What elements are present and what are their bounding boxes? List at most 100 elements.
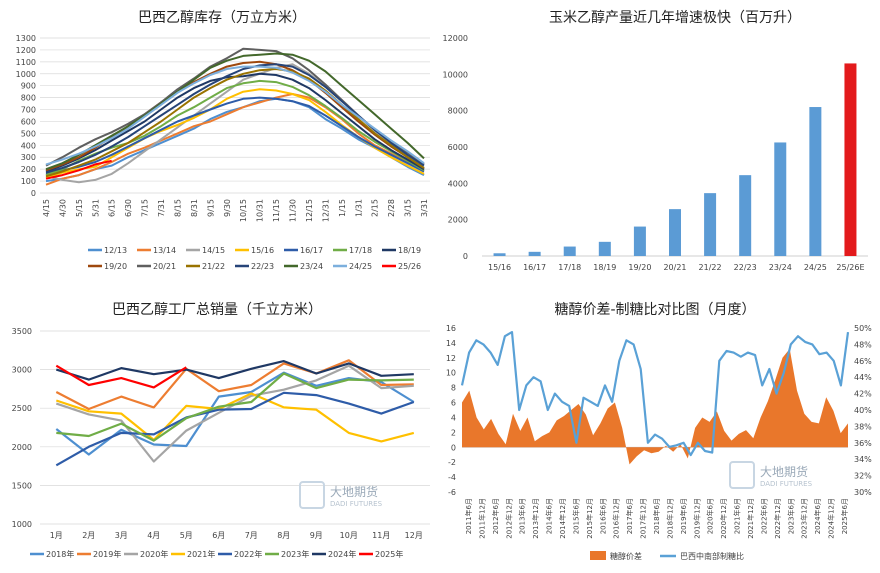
chart-title: 糖醇价差-制糖比对比图（月度） (554, 301, 755, 318)
x-tick-label: 1/31 (354, 199, 363, 217)
x-tick-label: 2025年6月 (840, 498, 849, 534)
series-area-sugar-ethanol-spread (462, 348, 848, 465)
x-tick-label: 11/15 (272, 199, 281, 222)
watermark-logo (729, 461, 755, 489)
y-tick-label-left: 8 (451, 384, 456, 393)
series-line-2025年 (55, 364, 187, 389)
y-tick-label: 8000 (448, 107, 468, 116)
y-tick-label: 2500 (12, 404, 32, 413)
chart-panel-corn-ethanol: 玉米乙醇产量近几年增速极快（百万升） 0 2000 4000 6000 8000 1000… (440, 0, 880, 284)
x-tick-label: 10/15 (239, 199, 248, 222)
chart-panel-ethanol-stock: 巴西乙醇库存（万立方米） 0 100 200 300 400 500 600 700 800 90… (0, 0, 440, 284)
legend-label: 2020年 (140, 549, 168, 559)
y-tick-label-left: 6 (451, 399, 456, 408)
x-tick-label: 18/19 (593, 263, 616, 272)
y-tick-label: 1200 (16, 46, 36, 55)
legend-label: 19/20 (104, 262, 127, 271)
y-tick-label: 1300 (16, 34, 36, 43)
y-tick-label-left: 2 (451, 428, 456, 437)
y-tick-label: 4000 (448, 179, 468, 188)
x-tick-label: 7/15 (141, 199, 150, 217)
bar-21-22 (704, 193, 717, 256)
legend-label: 13/14 (153, 246, 176, 255)
x-tick-label: 2018年12月 (665, 498, 674, 539)
x-tick-label: 19/20 (628, 263, 651, 272)
chart-title: 巴西乙醇库存（万立方米） (138, 9, 306, 26)
x-tick-label: 20/21 (663, 263, 686, 272)
y-tick-label: 0 (463, 252, 468, 261)
legend-label: 2021年 (187, 549, 215, 559)
x-tick-label: 2021年12月 (746, 498, 755, 539)
y-tick-label: 1000 (12, 520, 32, 529)
legend-swatch (590, 551, 606, 560)
x-tick-label: 12月 (405, 531, 423, 540)
legend-label: 糖醇价差 (610, 551, 642, 561)
sugar-ethanol-chart: 糖醇价差-制糖比对比图（月度） -6 -4 -2 0 2 4 6 8 10 12 14 16 30% 32… (446, 301, 872, 561)
chart-panel-ethanol-sales: 巴西乙醇工厂总销量（千立方米） 1000 1500 2000 2500 3000 3500… (0, 284, 440, 569)
y-tick-label-left: 4 (451, 413, 456, 422)
legend-label: 17/18 (349, 246, 372, 255)
series-line-2023年 (56, 372, 414, 442)
y-tick-label: 900 (21, 82, 36, 91)
y-tick-label: 2000 (12, 443, 32, 452)
x-tick-label: 2/15 (371, 199, 380, 217)
bar-20-21 (669, 209, 681, 256)
watermark-subtext: DADI FUTURES (760, 480, 813, 488)
ethanol-sales-chart: 巴西乙醇工厂总销量（千立方米） 1000 1500 2000 2500 3000 3500… (12, 301, 430, 559)
x-tick-label: 2023年12月 (800, 498, 809, 539)
x-tick-label: 2023年6月 (786, 498, 795, 534)
y-tick-label: 2000 (448, 216, 468, 225)
y-tick-label-left: 0 (451, 443, 456, 452)
legend-label: 25/26 (398, 262, 421, 271)
x-tick-label: 9/15 (206, 199, 215, 217)
x-tick-label: 12/15 (305, 199, 314, 222)
x-tick-label: 5月 (180, 531, 193, 540)
x-tick-label: 2022年6月 (759, 498, 768, 534)
x-tick-label: 2014年6月 (545, 498, 554, 534)
y-tick-label-right: 36% (854, 439, 872, 448)
y-tick-label: 10000 (443, 70, 468, 79)
y-tick-label: 500 (21, 129, 36, 138)
y-tick-label: 3500 (12, 327, 32, 336)
x-tick-label: 8/31 (190, 199, 199, 217)
y-tick-label-left: 12 (446, 354, 456, 363)
y-tick-label-right: 34% (854, 455, 872, 464)
x-tick-label: 10/31 (256, 199, 265, 222)
y-tick-label: 100 (21, 177, 36, 186)
series-line-13-14 (45, 93, 425, 186)
y-tick-label: 800 (21, 94, 36, 103)
legend-label: 14/15 (202, 246, 225, 255)
series-line-21-22 (45, 68, 425, 178)
y-tick-label-right: 40% (854, 406, 872, 415)
x-tick-label: 3/31 (420, 199, 429, 217)
x-tick-label: 2012年12月 (504, 498, 513, 539)
x-tick-label: 2020年6月 (706, 498, 715, 534)
x-tick-label: 2018年6月 (652, 498, 661, 534)
x-tick-label: 9/30 (223, 199, 232, 217)
x-tick-label: 2011年12月 (477, 498, 486, 539)
legend-label: 2019年 (93, 549, 121, 559)
x-tick-label: 2017年6月 (625, 498, 634, 534)
x-tick-label: 6/30 (124, 199, 133, 217)
x-tick-label: 2016年6月 (598, 498, 607, 534)
legend-label: 24/25 (349, 262, 372, 271)
x-tick-label: 21/22 (699, 263, 722, 272)
y-tick-label-left: 16 (446, 324, 456, 333)
y-tick-label-right: 32% (854, 472, 872, 481)
legend-label: 21/22 (202, 262, 225, 271)
y-tick-label: 1500 (12, 481, 32, 490)
y-tick-label: 400 (21, 141, 36, 150)
y-tick-label: 700 (21, 106, 36, 115)
x-tick-label: 8月 (277, 531, 290, 540)
chart-panel-sugar-ethanol: 糖醇价差-制糖比对比图（月度） -6 -4 -2 0 2 4 6 8 10 12 14 16 30% 32… (440, 284, 880, 569)
x-tick-label: 7/31 (157, 199, 166, 217)
y-tick-label: 300 (21, 153, 36, 162)
x-tick-label: 10月 (340, 531, 358, 540)
legend-label: 2022年 (234, 549, 262, 559)
chart-title: 玉米乙醇产量近几年增速极快（百万升） (549, 9, 801, 26)
x-tick-label: 2011年6月 (464, 498, 473, 534)
y-tick-label-left: -4 (448, 473, 456, 482)
y-tick-label-right: 50% (854, 324, 872, 333)
y-tick-label-right: 30% (854, 488, 872, 497)
x-tick-label: 2022年12月 (773, 498, 782, 539)
